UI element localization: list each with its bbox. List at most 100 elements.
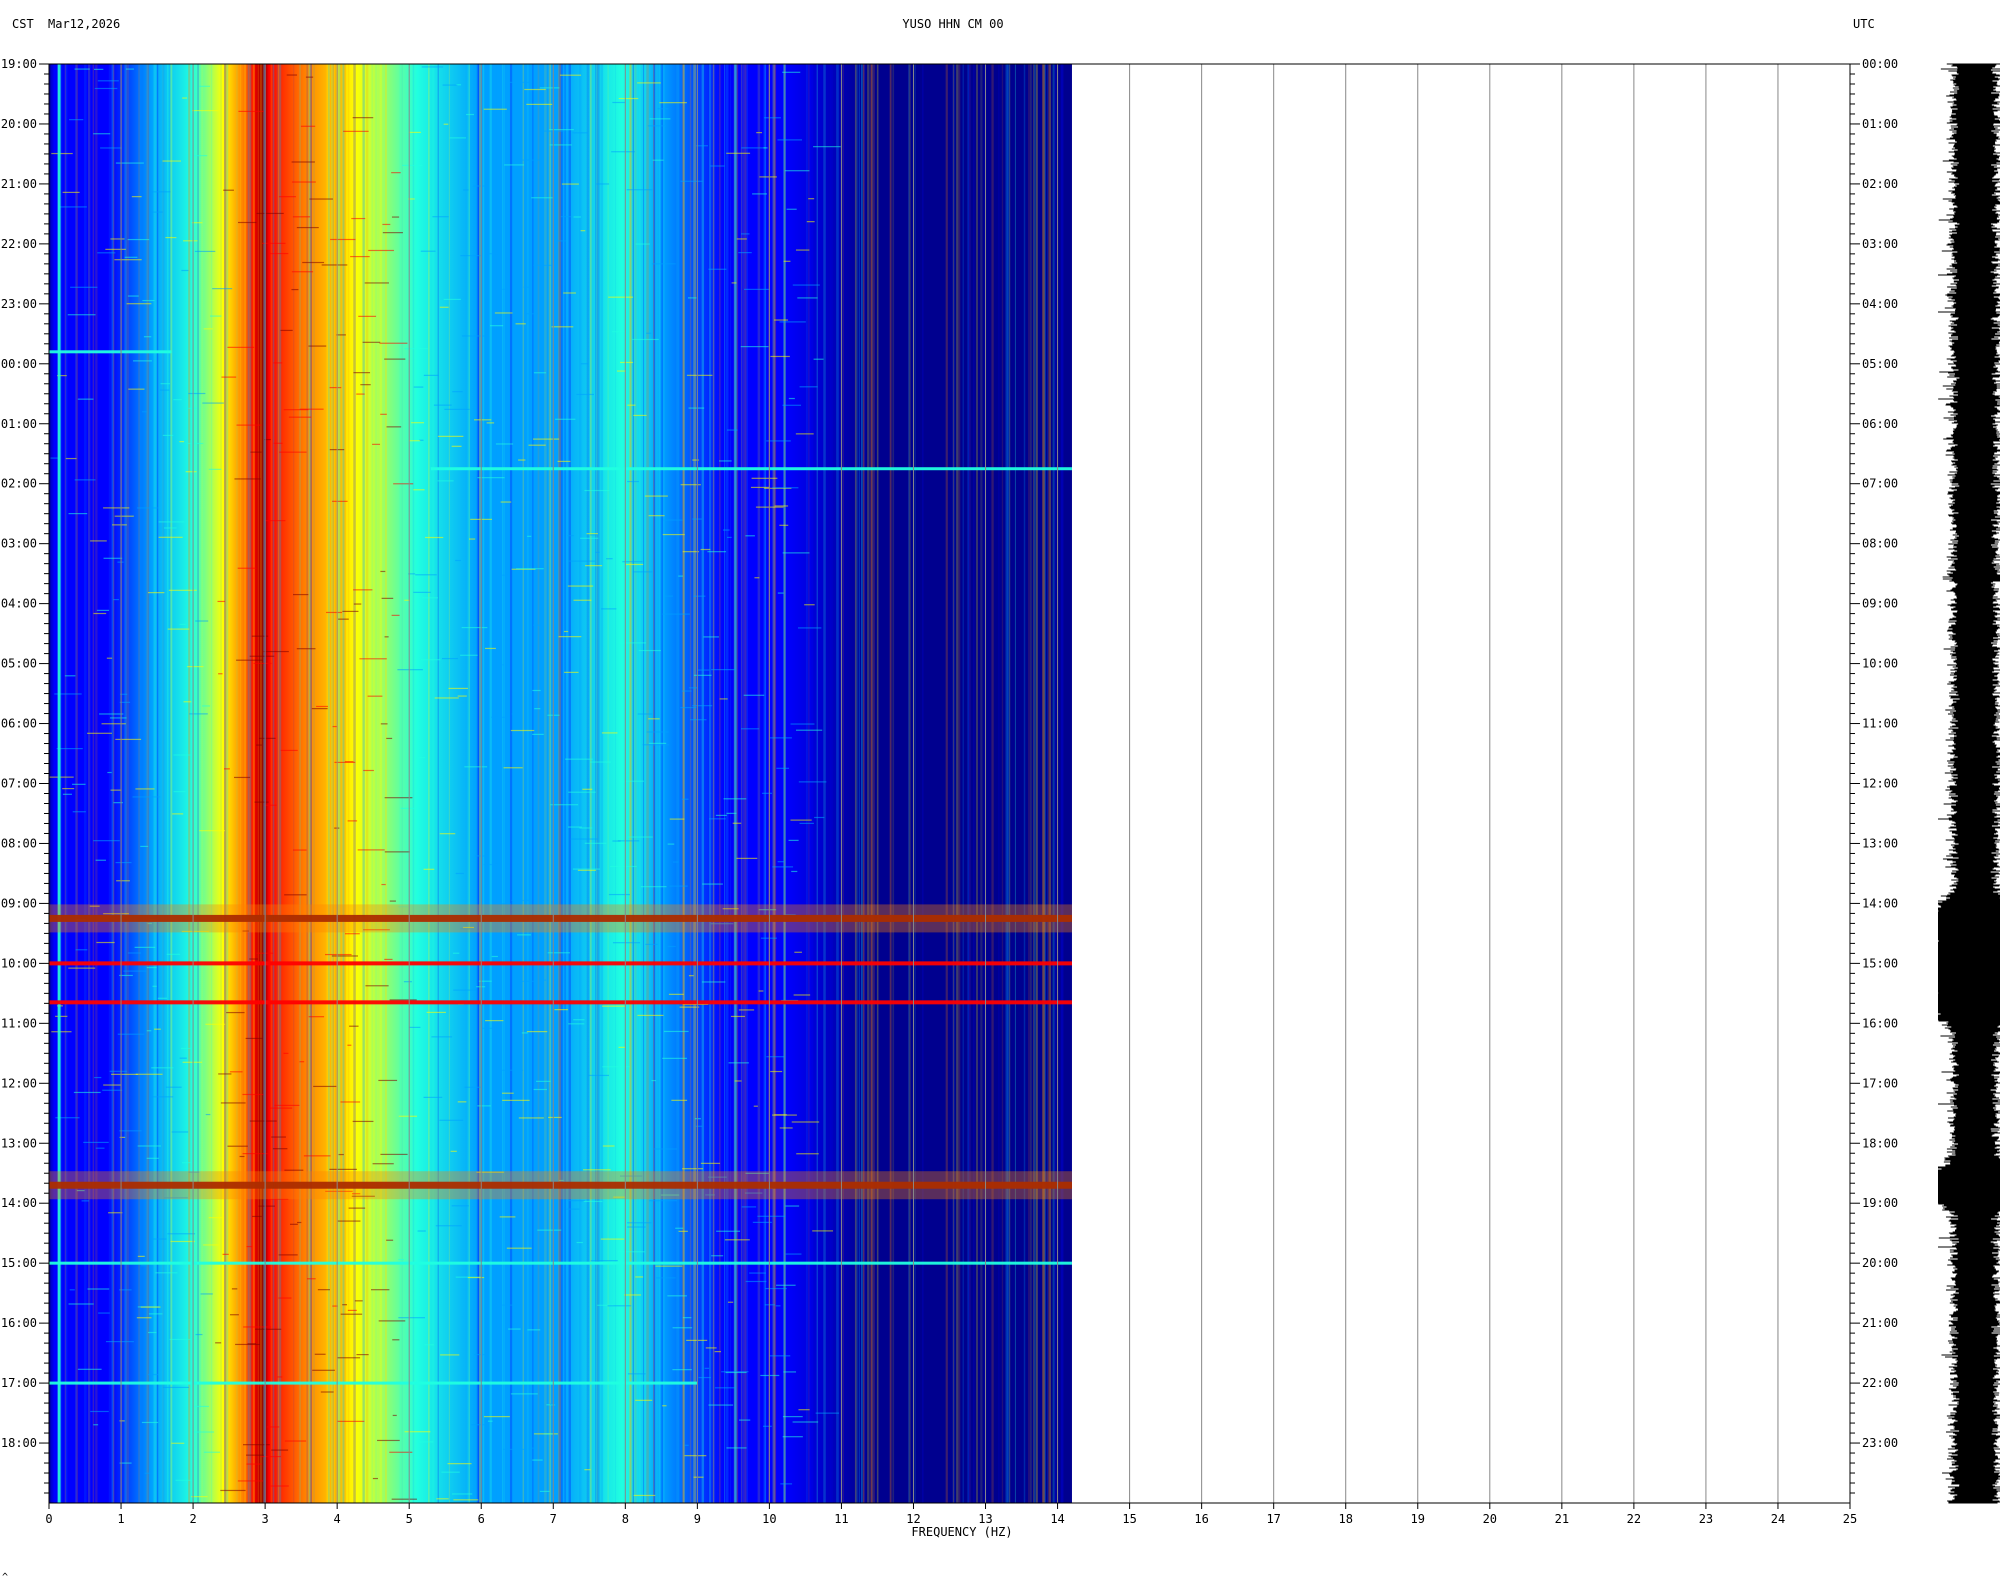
spectrogram-fleck [353, 603, 362, 605]
spectrogram-fleck [782, 552, 810, 554]
spectrogram-streak [1009, 64, 1011, 1503]
spectrogram-fleck [418, 1441, 434, 1443]
spectrogram-streak [262, 64, 266, 1503]
spectrogram-fleck [782, 404, 802, 406]
spectrogram-streak [998, 64, 1000, 1503]
spectrogram-streak [148, 64, 149, 1503]
spectrogram-fleck [191, 222, 203, 224]
y-left-tick-label: 19:00 [1, 57, 37, 71]
spectrogram-fleck [763, 1425, 772, 1427]
spectrogram-fleck [568, 1023, 585, 1025]
spectrogram-fleck [87, 732, 112, 734]
y-right-tick-label: 20:00 [1862, 1256, 1898, 1270]
spectrogram-fleck [62, 793, 72, 795]
spectrogram-fleck [398, 1115, 418, 1117]
spectrogram-fleck [256, 212, 284, 215]
spectrogram-fleck [772, 1114, 797, 1116]
spectrogram-fleck [169, 1338, 194, 1341]
spectrogram-fleck [353, 589, 373, 591]
spectrogram-fleck [55, 1117, 80, 1119]
spectrogram-fleck [229, 1071, 243, 1073]
spectrogram-fleck [117, 1033, 145, 1035]
spectrogram-fleck [173, 791, 186, 793]
spectrogram-fleck [83, 1141, 109, 1144]
spectrogram-fleck [340, 1313, 363, 1315]
spectrogram-fleck [548, 1116, 562, 1119]
spectrogram-streak [108, 64, 112, 1503]
spectrogram-streak [111, 64, 114, 1503]
spectrogram-streak [166, 64, 169, 1503]
spectrogram-fleck [249, 1120, 277, 1122]
spectrogram-streak [54, 64, 57, 1503]
spectrogram-streak [746, 64, 748, 1503]
spectrogram-fleck [511, 713, 523, 715]
spectrogram-fleck [505, 81, 530, 84]
spectrogram-fleck [623, 1294, 642, 1296]
spectrogram-fleck [384, 358, 406, 360]
spectrogram-image [49, 64, 1072, 1504]
spectrogram-fleck [194, 250, 216, 253]
spectrogram-fleck [424, 1344, 435, 1346]
spectrogram-fleck [606, 558, 613, 560]
spectrogram-fleck [386, 426, 402, 428]
spectrogram-fleck [68, 967, 96, 969]
spectrogram-fleck [719, 460, 732, 462]
spectrogram-fleck [69, 1289, 75, 1291]
spectrogram-fleck [152, 985, 157, 987]
spectrogram-streak [724, 64, 726, 1503]
spectrogram-fleck [568, 791, 596, 793]
spectrogram-fleck [584, 1469, 591, 1471]
spectrogram-streak [867, 64, 870, 1503]
spectrogram-fleck [561, 183, 579, 185]
spectrogram-fleck [146, 1157, 159, 1159]
spectrogram-streak [1033, 64, 1035, 1503]
spectrogram-streak [589, 64, 592, 1503]
spectrogram-streak [313, 64, 315, 1503]
spectrogram-fleck [764, 117, 781, 119]
spectrogram-fleck [127, 295, 139, 297]
spectrogram-fleck [188, 392, 206, 395]
spectrogram-fleck [491, 716, 508, 718]
spectrogram-fleck [93, 68, 104, 70]
spectrogram-fleck [72, 811, 86, 813]
spectrogram-fleck [408, 131, 421, 134]
spectrogram-fleck [618, 642, 646, 644]
spectrogram-fleck [423, 868, 435, 870]
spectrogram-fleck [532, 689, 541, 692]
spectrogram-fleck [555, 418, 576, 420]
spectrogram-fleck [608, 893, 630, 896]
spectrogram-fleck [662, 1405, 667, 1407]
spectrogram-fleck [783, 260, 791, 262]
spectrogram-fleck [179, 1057, 187, 1059]
spectrogram-fleck [679, 1006, 700, 1008]
spectrogram-fleck [255, 1328, 282, 1330]
spectrogram-fleck [111, 1073, 138, 1075]
y-right-tick-label: 14:00 [1862, 896, 1898, 910]
spectrogram-streak [600, 64, 604, 1503]
spectrogram-fleck [761, 792, 772, 794]
spectrogram-fleck [460, 928, 474, 930]
spectrogram-fleck [288, 416, 312, 418]
spectrogram-event [49, 1381, 698, 1385]
spectrogram-fleck [127, 952, 142, 954]
spectrogram-fleck [141, 1421, 159, 1424]
x-tick-label: 14 [1050, 1512, 1064, 1526]
spectrogram-streak [66, 64, 68, 1503]
spectrogram-fleck [508, 1328, 521, 1330]
spectrogram-fleck [602, 1145, 615, 1147]
spectrogram-fleck [618, 1251, 645, 1253]
spectrogram-fleck [532, 438, 560, 440]
spectrogram-fleck [725, 1371, 747, 1374]
spectrogram-streak [772, 64, 775, 1503]
spectrogram-fleck [455, 872, 464, 875]
spectrogram-fleck [365, 985, 389, 987]
spectrogram-streak [734, 64, 737, 1503]
spectrogram-fleck [777, 861, 785, 863]
spectrogram-streak [586, 64, 590, 1503]
spectrogram-fleck [711, 669, 735, 671]
spectrogram-fleck [153, 1238, 167, 1240]
spectrogram-fleck [89, 905, 100, 907]
spectrogram-fleck [669, 885, 688, 887]
spectrogram-fleck [743, 694, 765, 696]
spectrogram-fleck [766, 440, 791, 442]
